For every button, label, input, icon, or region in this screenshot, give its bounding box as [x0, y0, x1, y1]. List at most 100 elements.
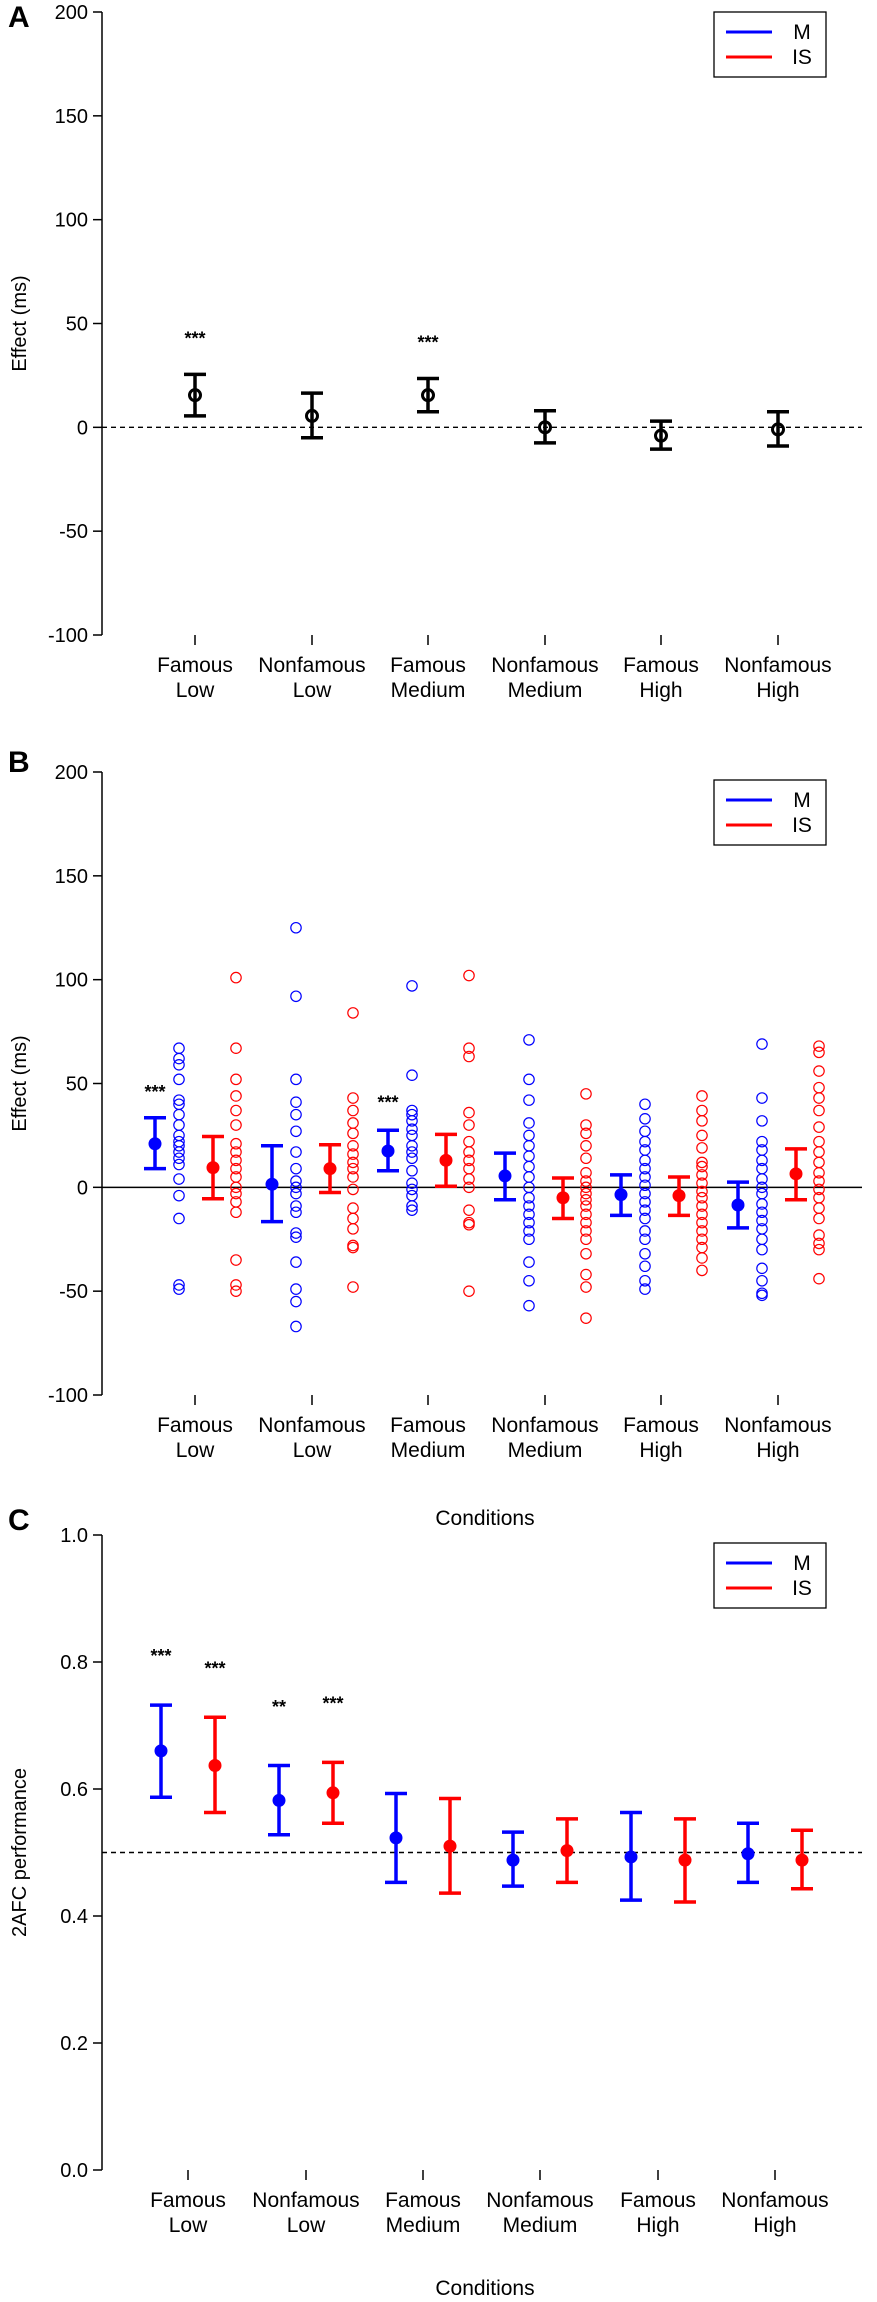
x-category-label: Famous Medium — [390, 1414, 466, 1462]
panel-b-label: B — [8, 746, 30, 779]
x-category-label: Nonfamous High — [721, 2189, 828, 2237]
individual-point — [639, 1204, 651, 1216]
individual-point — [347, 1162, 359, 1175]
x-category-label: Nonfamous Low — [258, 654, 365, 702]
individual-point — [406, 1164, 418, 1177]
individual-point — [580, 1119, 592, 1131]
x-category-label-line: Medium — [386, 2214, 461, 2237]
individual-point — [639, 1283, 651, 1295]
x-category-label-line: Low — [293, 1439, 332, 1462]
individual-point — [173, 1119, 185, 1131]
individual-point — [813, 1175, 825, 1187]
individual-point — [523, 1225, 535, 1237]
individual-point — [173, 1108, 185, 1121]
individual-point — [580, 1152, 592, 1165]
individual-point — [696, 1090, 708, 1102]
x-category-label-line: High — [756, 679, 799, 702]
individual-point — [230, 971, 242, 984]
x-category-label: Nonfamous Medium — [491, 654, 598, 702]
x-category-label-line: Nonfamous — [252, 2189, 359, 2212]
individual-point — [347, 1212, 359, 1225]
mean-point — [556, 1191, 570, 1205]
individual-point — [813, 1243, 825, 1256]
individual-point — [639, 1187, 651, 1200]
individual-point — [290, 1187, 302, 1200]
x-category-label-line: Famous — [390, 654, 466, 677]
x-category-label-line: Famous — [623, 654, 699, 677]
individual-point — [580, 1268, 592, 1281]
individual-point — [580, 1187, 592, 1200]
x-category-label-line: Famous — [157, 654, 233, 677]
individual-point — [580, 1216, 592, 1229]
individual-point — [230, 1073, 242, 1086]
y-tick-label: -100 — [48, 1385, 88, 1407]
individual-point — [696, 1104, 708, 1117]
individual-point — [523, 1160, 535, 1173]
x-category-label: Nonfamous High — [724, 654, 831, 702]
individual-point — [290, 1206, 302, 1219]
individual-point — [406, 1183, 418, 1196]
y-tick-label: 50 — [66, 1074, 88, 1096]
mean-point — [498, 1169, 512, 1183]
individual-point — [230, 1206, 242, 1219]
individual-point — [639, 1098, 651, 1111]
individual-point — [523, 1073, 535, 1086]
y-tick-label: 1.0 — [60, 1525, 88, 1547]
individual-point — [290, 1162, 302, 1175]
mean-point — [741, 1847, 755, 1861]
individual-point — [523, 1233, 535, 1246]
mean-point — [771, 422, 785, 437]
individual-point — [230, 1187, 242, 1200]
individual-point — [639, 1212, 651, 1225]
individual-point — [173, 1059, 185, 1071]
individual-point — [406, 1177, 418, 1189]
individual-point — [230, 1162, 242, 1175]
individual-point — [813, 1104, 825, 1117]
individual-point — [406, 980, 418, 992]
x-category-label: Nonfamous Low — [252, 2189, 359, 2237]
individual-point — [813, 1202, 825, 1214]
individual-point — [580, 1200, 592, 1212]
legend-label-m: M — [793, 1552, 811, 1575]
individual-point — [580, 1208, 592, 1221]
y-tick-label: 100 — [55, 210, 88, 232]
x-category-label: Nonfamous Low — [258, 1414, 365, 1462]
individual-point — [523, 1129, 535, 1142]
mean-point — [208, 1759, 222, 1773]
individual-point — [756, 1198, 768, 1210]
x-axis-label: Conditions — [435, 2277, 534, 2300]
x-category-label-line: Low — [293, 679, 332, 702]
individual-point — [230, 1090, 242, 1102]
individual-point — [290, 1231, 302, 1243]
individual-point — [756, 1262, 768, 1275]
x-category-label: Nonfamous High — [724, 1414, 831, 1462]
x-category-label-line: High — [639, 1439, 682, 1462]
individual-point — [813, 1040, 825, 1052]
individual-point — [230, 1137, 242, 1150]
individual-point — [580, 1181, 592, 1194]
x-category-label-line: Famous — [623, 1414, 699, 1437]
individual-point — [813, 1272, 825, 1285]
x-category-label-line: Famous — [157, 1414, 233, 1437]
individual-point — [290, 1096, 302, 1108]
y-axis-label: Effect (ms) — [9, 1035, 31, 1131]
individual-point — [406, 1152, 418, 1165]
individual-point — [290, 1181, 302, 1194]
y-tick-label: -50 — [59, 521, 88, 543]
individual-point — [639, 1154, 651, 1167]
x-category-label-line: Medium — [508, 1439, 583, 1462]
individual-point — [230, 1285, 242, 1297]
individual-point — [813, 1212, 825, 1225]
x-category-label: Nonfamous Medium — [491, 1414, 598, 1462]
individual-point — [813, 1156, 825, 1169]
individual-point — [173, 1173, 185, 1185]
legend-box — [713, 11, 827, 78]
mean-point — [265, 1177, 279, 1191]
individual-point — [696, 1200, 708, 1212]
individual-point — [756, 1274, 768, 1287]
individual-point — [580, 1127, 592, 1140]
individual-point — [756, 1092, 768, 1104]
mean-point — [272, 1793, 286, 1807]
x-category-label-line: Nonfamous — [486, 2189, 593, 2212]
legend-label-is: IS — [792, 1577, 812, 1600]
